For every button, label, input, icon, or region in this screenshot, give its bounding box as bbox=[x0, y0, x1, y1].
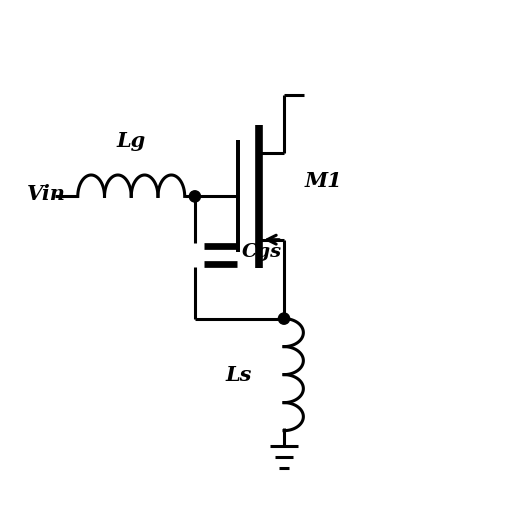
Text: Cgs: Cgs bbox=[242, 244, 282, 262]
Circle shape bbox=[189, 191, 201, 202]
Text: Ls: Ls bbox=[225, 365, 251, 385]
Text: Lg: Lg bbox=[117, 131, 146, 150]
Text: Vin: Vin bbox=[27, 184, 66, 204]
Circle shape bbox=[279, 313, 290, 324]
Text: M1: M1 bbox=[304, 171, 342, 191]
